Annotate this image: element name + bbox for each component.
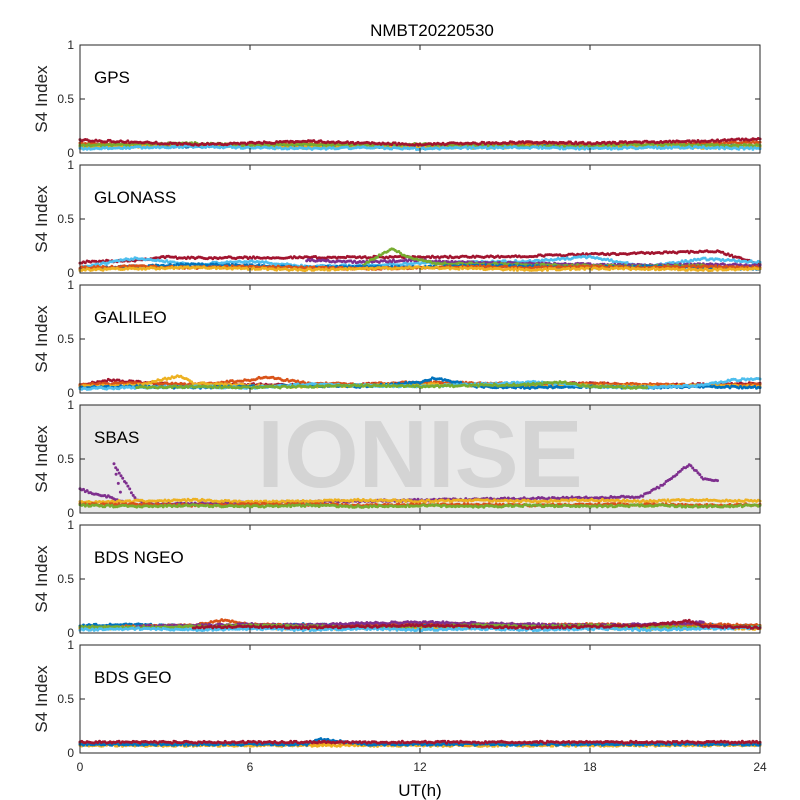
data-point (367, 260, 371, 264)
y-tick-label: 1 (67, 38, 74, 52)
y-axis-label-glonass: S4 Index (32, 185, 51, 253)
y-tick-label: 1 (67, 158, 74, 172)
plot-area-gps (80, 45, 760, 153)
y-tick-label: 0.5 (57, 92, 74, 106)
data-point (376, 255, 379, 259)
y-tick-label: 0.5 (57, 212, 74, 226)
panel-label-gps: GPS (94, 68, 130, 87)
panel-label-glonass: GLONASS (94, 188, 176, 207)
figure-title: NMBT20220530 (370, 21, 494, 40)
y-axis-label-gps: S4 Index (32, 65, 51, 133)
